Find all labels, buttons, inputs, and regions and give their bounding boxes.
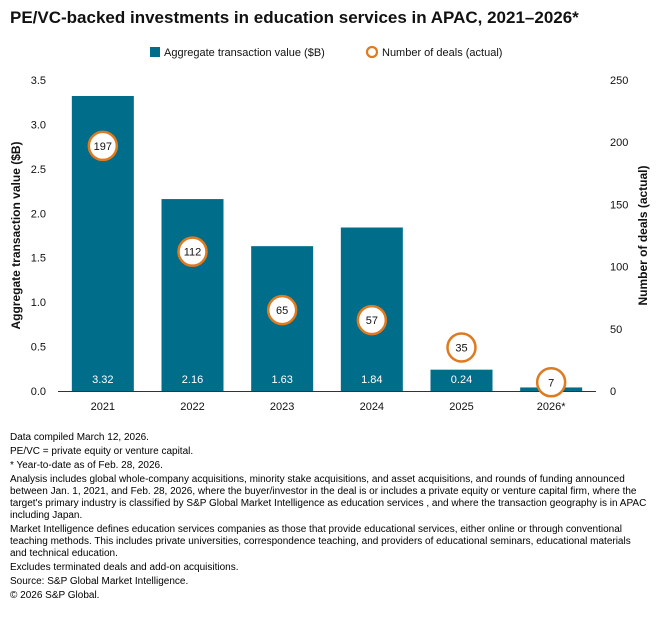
x-tick-label: 2024	[360, 401, 384, 413]
note-analysis: Analysis includes global whole-company a…	[10, 474, 647, 521]
legend-bar-swatch	[150, 47, 160, 57]
y2-tick-label: 250	[610, 75, 628, 87]
chart-title: PE/VC-backed investments in education se…	[10, 8, 579, 27]
footnotes: Data compiled March 12, 2026. PE/VC = pr…	[10, 432, 650, 604]
deal-marker-label: 112	[184, 247, 202, 259]
bar	[161, 199, 224, 391]
bar	[430, 369, 493, 391]
chart: Aggregate transaction value ($B) Number o…	[9, 45, 650, 413]
note-pevc: PE/VC = private equity or venture capita…	[10, 446, 194, 457]
note-compiled: Data compiled March 12, 2026.	[10, 432, 149, 443]
bar-value-label: 1.84	[361, 374, 382, 386]
deal-marker-label: 7	[548, 377, 554, 389]
deal-marker-label: 65	[276, 305, 288, 317]
y2-tick-label: 200	[610, 137, 628, 149]
y-tick-label: 3.0	[31, 119, 46, 131]
bar-value-label: 1.63	[271, 374, 292, 386]
note-copyright: © 2026 S&P Global.	[10, 590, 100, 601]
x-tick-label: 2021	[91, 401, 115, 413]
deal-marker-label: 57	[366, 315, 378, 327]
note-ytd: * Year-to-date as of Feb. 28, 2026.	[10, 460, 163, 471]
deal-marker-label: 35	[455, 342, 467, 354]
deal-marker	[177, 236, 208, 267]
deal-marker	[446, 332, 477, 363]
y-tick-label: 1.0	[31, 297, 46, 309]
y2-tick-label: 150	[610, 199, 628, 211]
y2-tick-label: 0	[610, 386, 616, 398]
deal-marker	[87, 130, 119, 162]
x-tick-label: 2022	[180, 401, 204, 413]
deal-marker	[535, 367, 567, 398]
x-tick-label: 2026*	[537, 401, 566, 413]
legend-bar-label: Aggregate transaction value ($B)	[164, 47, 325, 59]
deal-marker	[266, 294, 298, 326]
deal-marker	[356, 304, 388, 336]
y-tick-label: 0.5	[31, 342, 46, 354]
note-source: Source: S&P Global Market Intelligence.	[10, 576, 189, 587]
x-tick-label: 2025	[449, 401, 473, 413]
y-tick-label: 3.5	[31, 75, 46, 87]
bar-value-label: 3.32	[92, 374, 113, 386]
y-axis-title: Aggregate transaction value ($B)	[9, 141, 23, 329]
note-exclusions: Excludes terminated deals and add-on acq…	[10, 562, 239, 573]
y-tick-label: 2.0	[31, 208, 46, 220]
y-tick-label: 0.0	[31, 386, 46, 398]
y2-tick-label: 50	[610, 324, 622, 336]
note-definition: Market Intelligence defines education se…	[10, 524, 631, 559]
bar-value-label: 0.24	[451, 374, 472, 386]
y-tick-label: 2.5	[31, 164, 46, 176]
bar-value-label: 2.16	[182, 374, 203, 386]
y2-axis-title: Number of deals (actual)	[636, 165, 650, 305]
y2-tick-label: 100	[610, 262, 628, 274]
legend-circle-label: Number of deals (actual)	[382, 47, 502, 59]
y-tick-label: 1.5	[31, 253, 46, 265]
x-tick-label: 2023	[270, 401, 294, 413]
legend-circle-swatch	[365, 45, 379, 59]
deal-marker-label: 197	[94, 141, 112, 153]
